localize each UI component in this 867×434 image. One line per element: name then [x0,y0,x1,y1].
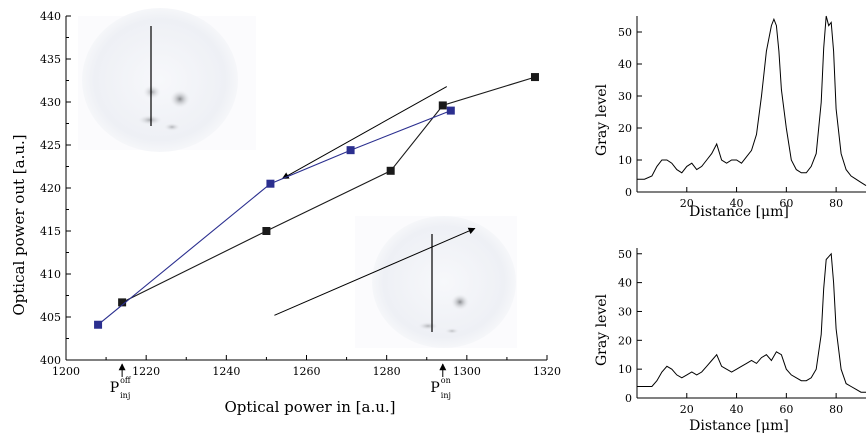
series-1-point [530,73,539,82]
annotation-base: P [110,380,119,396]
x-tick-label: 60 [779,197,793,210]
x-tick-label: 80 [829,197,843,210]
profile-top-series [637,15,867,187]
inset-image-bottom [355,216,517,348]
main-y-axis-label: Optical power out [a.u.] [10,134,28,315]
profile-chart-top: 20 40 60 80 0 10 20 30 40 50 Distance [μm] Gray l… [594,15,867,220]
profile-top-x-axis-label: Distance [μm] [689,204,789,220]
x-tick-label: 40 [730,403,744,416]
x-tick-label: 40 [730,197,744,210]
series-1-point [438,101,447,110]
x-tick-label: 60 [779,403,793,416]
annotation-subscript: inj [120,391,130,400]
x-tick-label: 1260 [293,365,321,378]
y-tick-label: 50 [618,26,632,39]
direction-arrows [274,86,476,316]
x-tick-label: 20 [680,197,694,210]
y-tick-label: 0 [625,186,632,199]
profile-chart-bottom: 20 40 60 80 0 10 20 30 40 50 Distance [μm] Gray l… [594,248,866,434]
hysteresis-chart: 1200 1220 1240 1260 1280 1300 1320 400 405 410 415… [10,10,561,416]
y-tick-label: 410 [40,268,61,281]
y-tick-label: 40 [618,277,632,290]
annotation-superscript: on [441,376,451,385]
main-axes: 1200 1220 1240 1260 1280 1300 1320 400 405 410 415… [40,10,561,378]
y-tick-label: 10 [618,154,632,167]
profile-bottom-x-axis-label: Distance [μm] [689,418,789,434]
main-series [94,73,539,329]
y-tick-label: 420 [40,182,61,195]
y-tick-label: 20 [618,122,632,135]
y-tick-label: 50 [618,248,632,261]
series-2-point [266,179,275,188]
x-tick-label: 1320 [533,365,561,378]
profile-top-y-axis-label: Gray level [594,83,610,156]
profile-top-axes: 20 40 60 80 0 10 20 30 40 50 [618,16,866,210]
annotation-base: P [430,380,439,396]
series-1-point [386,166,395,175]
annotation-superscript: off [120,376,132,385]
y-tick-label: 415 [40,225,61,238]
series-line-2 [97,110,452,326]
y-tick-label: 30 [618,90,632,103]
profile-bottom-axes: 20 40 60 80 0 10 20 30 40 50 [618,248,866,416]
y-tick-label: 0 [625,392,632,405]
y-tick-label: 435 [40,53,61,66]
series-2-point [446,106,455,115]
series-1-point [262,227,271,235]
y-tick-label: 20 [618,334,632,347]
annotation-subscript: inj [441,391,451,400]
y-tick-label: 400 [40,354,61,367]
y-tick-label: 405 [40,311,61,324]
x-tick-label: 1300 [453,365,481,378]
profile-line [637,252,866,393]
x-tick-label: 1200 [52,365,80,378]
x-tick-label: 1240 [212,365,240,378]
y-tick-label: 440 [40,10,61,23]
profile-bottom-series [637,252,866,393]
main-x-axis-label: Optical power in [a.u.] [225,398,396,416]
y-tick-label: 30 [618,305,632,318]
direction-arrow-2 [281,86,448,179]
inset-image-top [78,8,256,152]
y-tick-label: 40 [618,58,632,71]
x-tick-label: 1280 [373,365,401,378]
profile-line [637,15,867,187]
y-tick-label: 425 [40,139,61,152]
y-tick-label: 430 [40,96,61,109]
series-2-point [94,320,103,329]
x-tick-label: 80 [829,403,843,416]
x-tick-label: 20 [680,403,694,416]
y-tick-label: 10 [618,363,632,376]
profile-bottom-y-axis-label: Gray level [594,293,610,366]
x-tick-label: 1220 [132,365,160,378]
series-1-point [118,298,127,307]
direction-arrow-1 [274,227,476,316]
series-2-point [346,146,355,155]
